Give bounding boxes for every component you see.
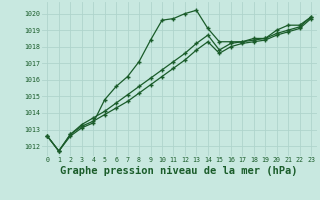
X-axis label: Graphe pression niveau de la mer (hPa): Graphe pression niveau de la mer (hPa) [60,166,298,176]
